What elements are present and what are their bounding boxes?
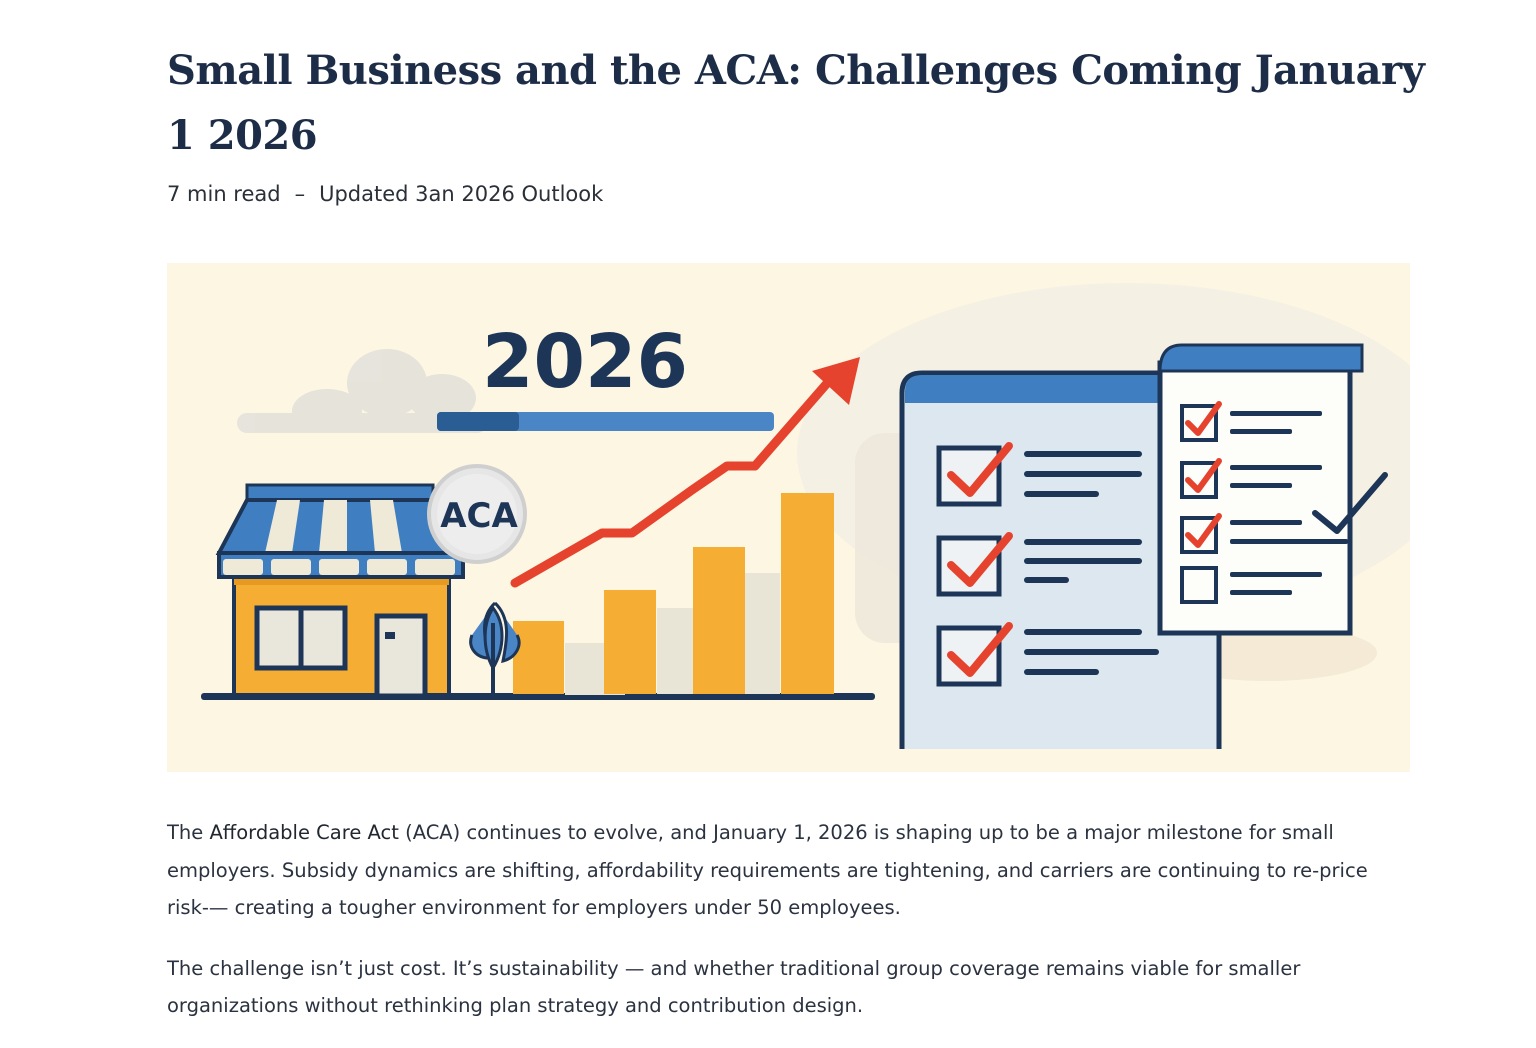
checklist-icon bbox=[899, 370, 1222, 749]
read-time: 7 min read bbox=[167, 182, 281, 206]
tree-icon bbox=[469, 601, 521, 693]
aca-badge-icon: ACA bbox=[427, 464, 527, 564]
cloud-icon bbox=[237, 349, 487, 433]
big-check-icon bbox=[1312, 472, 1388, 534]
aca-term: Affordable Care Act bbox=[209, 821, 399, 844]
hero-svg: 2026 bbox=[201, 283, 1410, 749]
year-label: 2026 bbox=[482, 319, 688, 405]
paragraph-1-rest: (ACA) continues to evolve, and January 1… bbox=[167, 821, 1368, 919]
trend-arrow-icon bbox=[510, 357, 860, 588]
updated-label: Updated 3an 2026 Outlook bbox=[319, 182, 604, 206]
chart-bar bbox=[604, 590, 656, 694]
article-meta: 7 min read – Updated 3an 2026 Outlook bbox=[167, 182, 603, 206]
aca-badge-label: ACA bbox=[440, 496, 518, 536]
chart-bar bbox=[781, 493, 834, 694]
meta-separator: – bbox=[294, 182, 306, 206]
paragraph-2: The challenge isn’t just cost. It’s sust… bbox=[167, 956, 1301, 1018]
ghost-bar bbox=[745, 573, 780, 694]
article-title: Small Business and the ACA: Challenges C… bbox=[167, 47, 1425, 159]
paragraph-1-lead: The bbox=[167, 821, 210, 844]
ghost-bar bbox=[657, 608, 697, 694]
storefront-icon bbox=[215, 483, 467, 699]
chart-bar bbox=[513, 621, 564, 694]
progress-bar-fill bbox=[437, 412, 519, 431]
chart-bar bbox=[693, 547, 745, 694]
article-body: The Affordable Care Act (ACA) continues … bbox=[167, 814, 1412, 1048]
bar-chart-icon bbox=[513, 493, 834, 694]
checklist-document-icon bbox=[1157, 343, 1364, 636]
paragraph-1: The Affordable Care Act (ACA) continues … bbox=[167, 814, 1412, 927]
progress-bar-track bbox=[437, 412, 774, 431]
hero-illustration: 2026 bbox=[167, 263, 1410, 772]
